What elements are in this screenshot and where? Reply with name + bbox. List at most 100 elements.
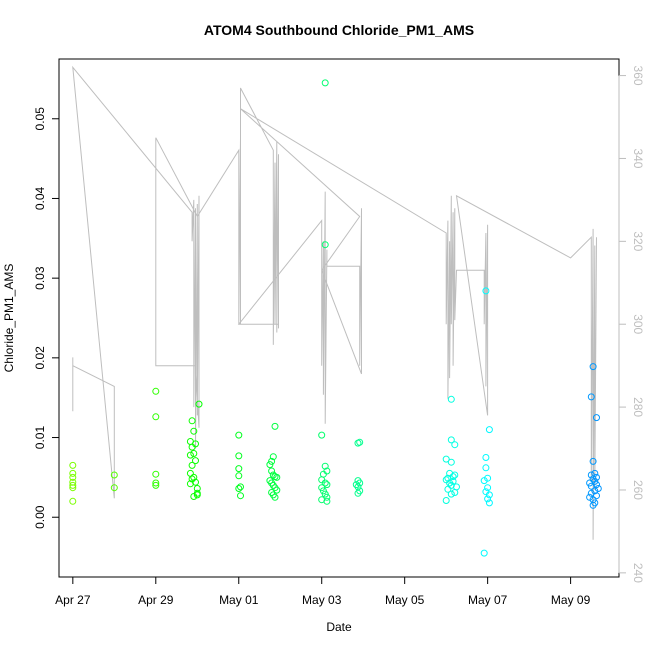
data-point [356,479,364,487]
data-point [449,477,457,485]
data-point [235,465,243,473]
data-point [321,241,329,249]
data-point [188,417,196,425]
x-tick-label: Apr 29 [138,593,174,607]
data-point [269,471,277,479]
right-axis-series [72,65,597,540]
right-y-tick-label: 360 [631,66,645,86]
data-point [354,439,362,447]
data-point [235,485,243,492]
data-point [594,485,602,492]
y-axis-label: Chloride_PM1_AMS [2,264,16,373]
data-point [451,471,459,479]
right-y-tick-label: 240 [631,563,645,583]
data-point [195,400,203,408]
data-point [190,473,198,481]
data-point [237,483,244,491]
data-point [442,497,450,504]
data-point [152,481,160,489]
data-point [451,489,459,496]
right-axis-line [72,65,597,540]
data-point [271,493,279,501]
data-point [186,451,194,459]
data-point [69,484,77,492]
right-y-tick-label: 260 [631,480,645,500]
data-point [354,489,362,497]
data-point [593,473,600,481]
data-point [447,490,455,498]
y-tick-label: 0.01 [33,426,47,450]
data-point [593,414,600,422]
data-point [485,426,493,434]
data-point [323,481,331,489]
x-axis-label: Date [326,620,352,634]
data-point [447,395,455,403]
y-tick-label: 0.04 [33,186,47,210]
x-tick-label: May 09 [551,593,591,607]
data-point [318,431,326,439]
data-point [444,485,452,493]
data-point [482,464,490,472]
data-point [237,492,244,500]
data-point [190,493,198,500]
chart-title: ATOM4 Southbound Chloride_PM1_AMS [204,22,474,38]
data-point [447,436,455,444]
data-point [152,387,160,395]
right-y-tick-label: 300 [631,314,645,334]
data-point [110,471,118,479]
y-axis: 0.00 0.01 0.02 0.03 0.04 0.05 [33,107,60,529]
data-point [186,480,194,488]
data-point [186,469,194,477]
y-tick-label: 0.03 [33,266,47,290]
data-point [451,441,459,449]
data-point [235,472,243,480]
x-axis: Apr 27 Apr 29 May 01 May 03 May 05 May 07 May … [55,576,591,607]
left-axis-series [69,79,602,557]
data-point [69,469,77,477]
data-point [69,461,77,469]
data-point [152,413,160,421]
data-point [480,477,488,485]
plot-frame [58,58,620,578]
data-point [480,549,488,557]
y-tick-label: 0.05 [33,107,47,131]
data-point [444,474,452,482]
data-point [266,461,274,469]
data-point [273,473,281,481]
x-tick-label: May 05 [385,593,425,607]
data-point [190,450,198,457]
x-tick-label: Apr 27 [55,593,91,607]
right-y-tick-label: 280 [631,397,645,417]
data-point [485,499,493,507]
data-point [190,427,198,435]
data-point [188,461,196,469]
right-y-tick-label: 340 [631,148,645,168]
data-point [235,452,243,460]
data-point [193,491,201,499]
data-point [442,455,450,463]
data-point [269,453,277,461]
data-point [591,487,599,495]
data-point [69,481,77,489]
data-point [321,79,329,87]
data-point [485,491,493,499]
data-point [586,493,594,501]
data-point [589,363,597,371]
data-point [235,431,243,439]
data-point [447,458,455,466]
data-point [110,484,118,492]
data-point [587,393,595,401]
y-tick-label: 0.02 [33,346,47,370]
data-point [484,495,492,503]
y-tick-label: 0.00 [33,505,47,529]
data-point [589,457,597,465]
data-point [69,497,77,505]
data-point [321,479,329,487]
right-y-tick-label: 320 [631,231,645,251]
data-point [589,501,597,509]
data-point [482,454,490,461]
data-point [192,457,199,465]
data-point [321,462,329,470]
data-point [69,473,77,481]
